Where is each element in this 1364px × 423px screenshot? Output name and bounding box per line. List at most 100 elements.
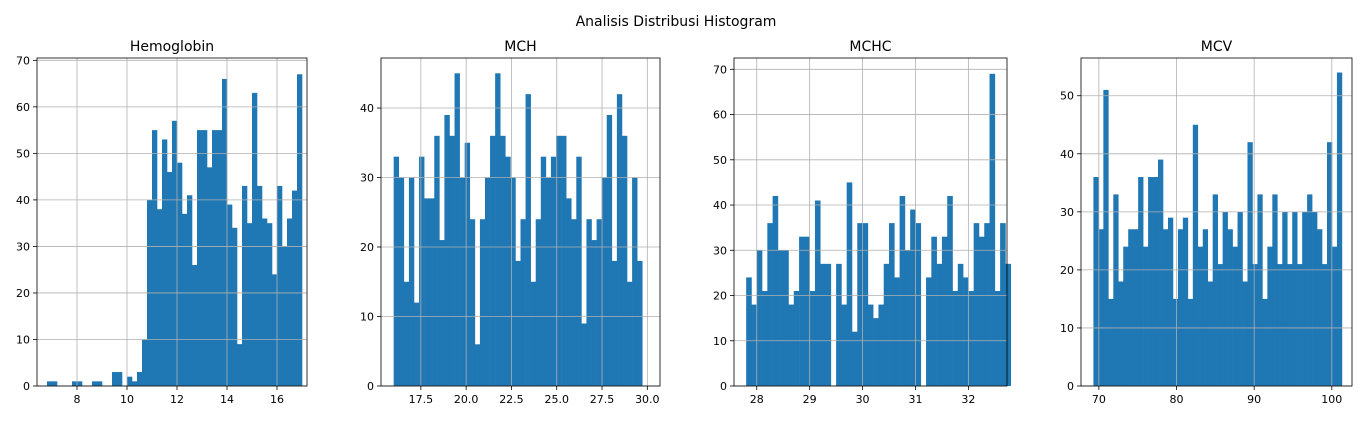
mch-bar — [429, 198, 435, 386]
mch-bar — [510, 177, 516, 386]
mchc-bar — [767, 223, 773, 386]
mch-bar — [419, 156, 425, 386]
mchc-bar — [777, 250, 784, 386]
mch-x-tick-label: 22.5 — [499, 393, 524, 406]
mch-x-tick-label: 17.5 — [409, 393, 434, 406]
mchc-y-tick-label: 0 — [720, 380, 727, 393]
hemoglobin-bar — [217, 130, 223, 386]
hemoglobin-x-tick-label: 10 — [120, 393, 134, 406]
mchc-title: MCHC — [849, 39, 891, 55]
mchc-x-tick-label: 31 — [908, 393, 922, 406]
mcv-bar — [1336, 72, 1343, 386]
hemoglobin-y-tick-label: 20 — [16, 287, 30, 300]
mcv-bar — [1192, 124, 1199, 386]
mchc-bar — [957, 263, 964, 386]
mcv-bar — [1247, 142, 1253, 386]
mcv-x-tick-label: 100 — [1321, 393, 1342, 406]
hemoglobin-bar — [292, 190, 298, 386]
mchc-bar — [984, 223, 990, 386]
mchc-bar — [915, 223, 922, 386]
mch-y-tick-label: 0 — [367, 380, 374, 393]
mch-bar — [479, 219, 486, 386]
hemoglobin-bar — [277, 185, 283, 386]
mcv-bar — [1182, 217, 1189, 386]
hemoglobin-bar — [232, 227, 238, 386]
mch-y-tick-label: 30 — [360, 172, 374, 185]
mchc-bar — [862, 223, 869, 386]
mch-chart: 17.5 20.0 22.5 25.0 27.5 30.0 0 10 20 30 40 MCH — [360, 39, 661, 406]
hemoglobin-y-tick-label: 30 — [16, 240, 30, 253]
hemoglobin-bar — [222, 78, 228, 386]
mchc-bar — [772, 195, 779, 386]
mchc-bar — [788, 304, 795, 386]
mcv-bar — [1138, 177, 1144, 386]
hemoglobin-bar — [252, 92, 258, 386]
mchc-bar — [873, 318, 879, 386]
mch-bar — [530, 281, 537, 386]
mchc-bar — [746, 277, 752, 386]
mchc-bar — [963, 277, 969, 386]
mcv-bar — [1262, 298, 1268, 386]
mcv-bar — [1317, 229, 1323, 386]
hemoglobin-axes-frame — [36, 57, 308, 387]
mch-bar — [540, 156, 547, 386]
mcv-bars — [1093, 72, 1343, 387]
mchc-bar — [867, 304, 874, 386]
mch-bar — [550, 156, 557, 386]
mchc-bar — [968, 290, 974, 386]
mchc-bar — [889, 223, 895, 386]
mch-bar — [413, 302, 420, 386]
hemoglobin-bar — [137, 372, 143, 386]
mchc-bar — [793, 290, 800, 386]
mch-grid — [381, 58, 660, 387]
mch-bar — [464, 142, 471, 386]
mcv-bar — [1327, 142, 1333, 386]
mcv-bar — [1287, 264, 1293, 386]
mcv-bar — [1167, 217, 1174, 386]
mchc-bar — [851, 331, 858, 386]
mcv-bar — [1272, 194, 1278, 386]
mchc-bar — [899, 195, 906, 386]
mch-bar — [621, 135, 628, 386]
mchc-y-tick-label: 30 — [713, 244, 727, 257]
mcv-bar — [1277, 264, 1283, 386]
mch-bar — [637, 260, 643, 386]
mchc-x-tick-label: 32 — [961, 393, 975, 406]
mch-bar — [403, 281, 410, 386]
mch-bar — [571, 219, 577, 386]
mcv-bar — [1172, 298, 1179, 386]
hemoglobin-bar — [287, 218, 293, 386]
mchc-x-tick-label: 29 — [803, 393, 817, 406]
mchc-bar — [973, 223, 980, 386]
mcv-bar — [1217, 264, 1223, 386]
mcv-bar — [1307, 194, 1313, 386]
mch-bar — [561, 135, 567, 386]
mchc-bar — [1005, 263, 1011, 386]
mchc-y-tick-label: 10 — [713, 335, 727, 348]
hemoglobin-y-tick-label: 0 — [23, 380, 30, 393]
mchc-bar — [878, 304, 885, 386]
hemoglobin-x-tick-label: 16 — [270, 393, 284, 406]
mch-bar — [611, 260, 618, 386]
mcv-bar — [1113, 194, 1119, 386]
hemoglobin-bar — [162, 139, 168, 386]
hemoglobin-x-tick-label: 14 — [220, 393, 234, 406]
hemoglobin-title: Hemoglobin — [130, 39, 214, 55]
mcv-bar — [1302, 211, 1308, 386]
hemoglobin-x-tick-label: 8 — [74, 393, 81, 406]
mch-bar — [596, 219, 602, 386]
mch-bar — [434, 135, 440, 386]
mch-bar — [495, 73, 501, 386]
hemoglobin-x-tick-label: 12 — [170, 393, 184, 406]
mcv-bar — [1197, 246, 1204, 386]
hemoglobin-bar — [257, 185, 263, 386]
mch-bar — [520, 219, 526, 386]
mcv-bar — [1133, 229, 1139, 386]
mcv-y-tick-label: 10 — [1060, 322, 1074, 335]
mcv-bar — [1282, 211, 1288, 386]
mch-bar — [616, 94, 623, 386]
mchc-chart: 28 29 30 31 32 0 10 20 30 40 50 60 70 MCHC — [713, 39, 1011, 406]
mcv-chart: 70 80 90 100 0 10 20 30 40 50 MCV — [1060, 39, 1353, 406]
mcv-axes-frame — [1080, 57, 1353, 387]
